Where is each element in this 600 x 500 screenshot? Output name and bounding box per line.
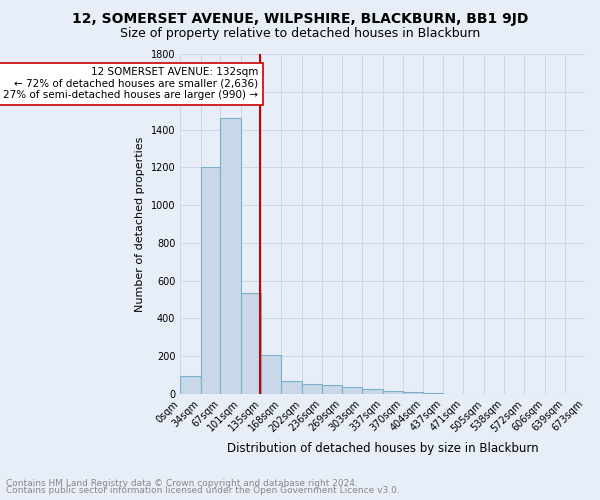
Bar [403, 392, 423, 394]
Bar [281, 380, 302, 394]
Bar [200, 168, 220, 394]
Bar [423, 393, 443, 394]
Text: 12, SOMERSET AVENUE, WILPSHIRE, BLACKBURN, BB1 9JD: 12, SOMERSET AVENUE, WILPSHIRE, BLACKBUR… [72, 12, 528, 26]
Text: Contains public sector information licensed under the Open Government Licence v3: Contains public sector information licen… [6, 486, 400, 495]
Bar [322, 386, 342, 394]
Bar [302, 384, 322, 394]
Bar [220, 118, 241, 394]
Y-axis label: Number of detached properties: Number of detached properties [135, 136, 145, 312]
Bar [383, 391, 403, 394]
Bar [241, 293, 262, 394]
Bar [262, 355, 281, 394]
Bar [362, 389, 383, 394]
Text: Size of property relative to detached houses in Blackburn: Size of property relative to detached ho… [120, 28, 480, 40]
Bar [180, 376, 200, 394]
Text: Contains HM Land Registry data © Crown copyright and database right 2024.: Contains HM Land Registry data © Crown c… [6, 478, 358, 488]
X-axis label: Distribution of detached houses by size in Blackburn: Distribution of detached houses by size … [227, 442, 538, 455]
Text: 12 SOMERSET AVENUE: 132sqm
← 72% of detached houses are smaller (2,636)
27% of s: 12 SOMERSET AVENUE: 132sqm ← 72% of deta… [4, 67, 259, 100]
Bar [342, 387, 362, 394]
